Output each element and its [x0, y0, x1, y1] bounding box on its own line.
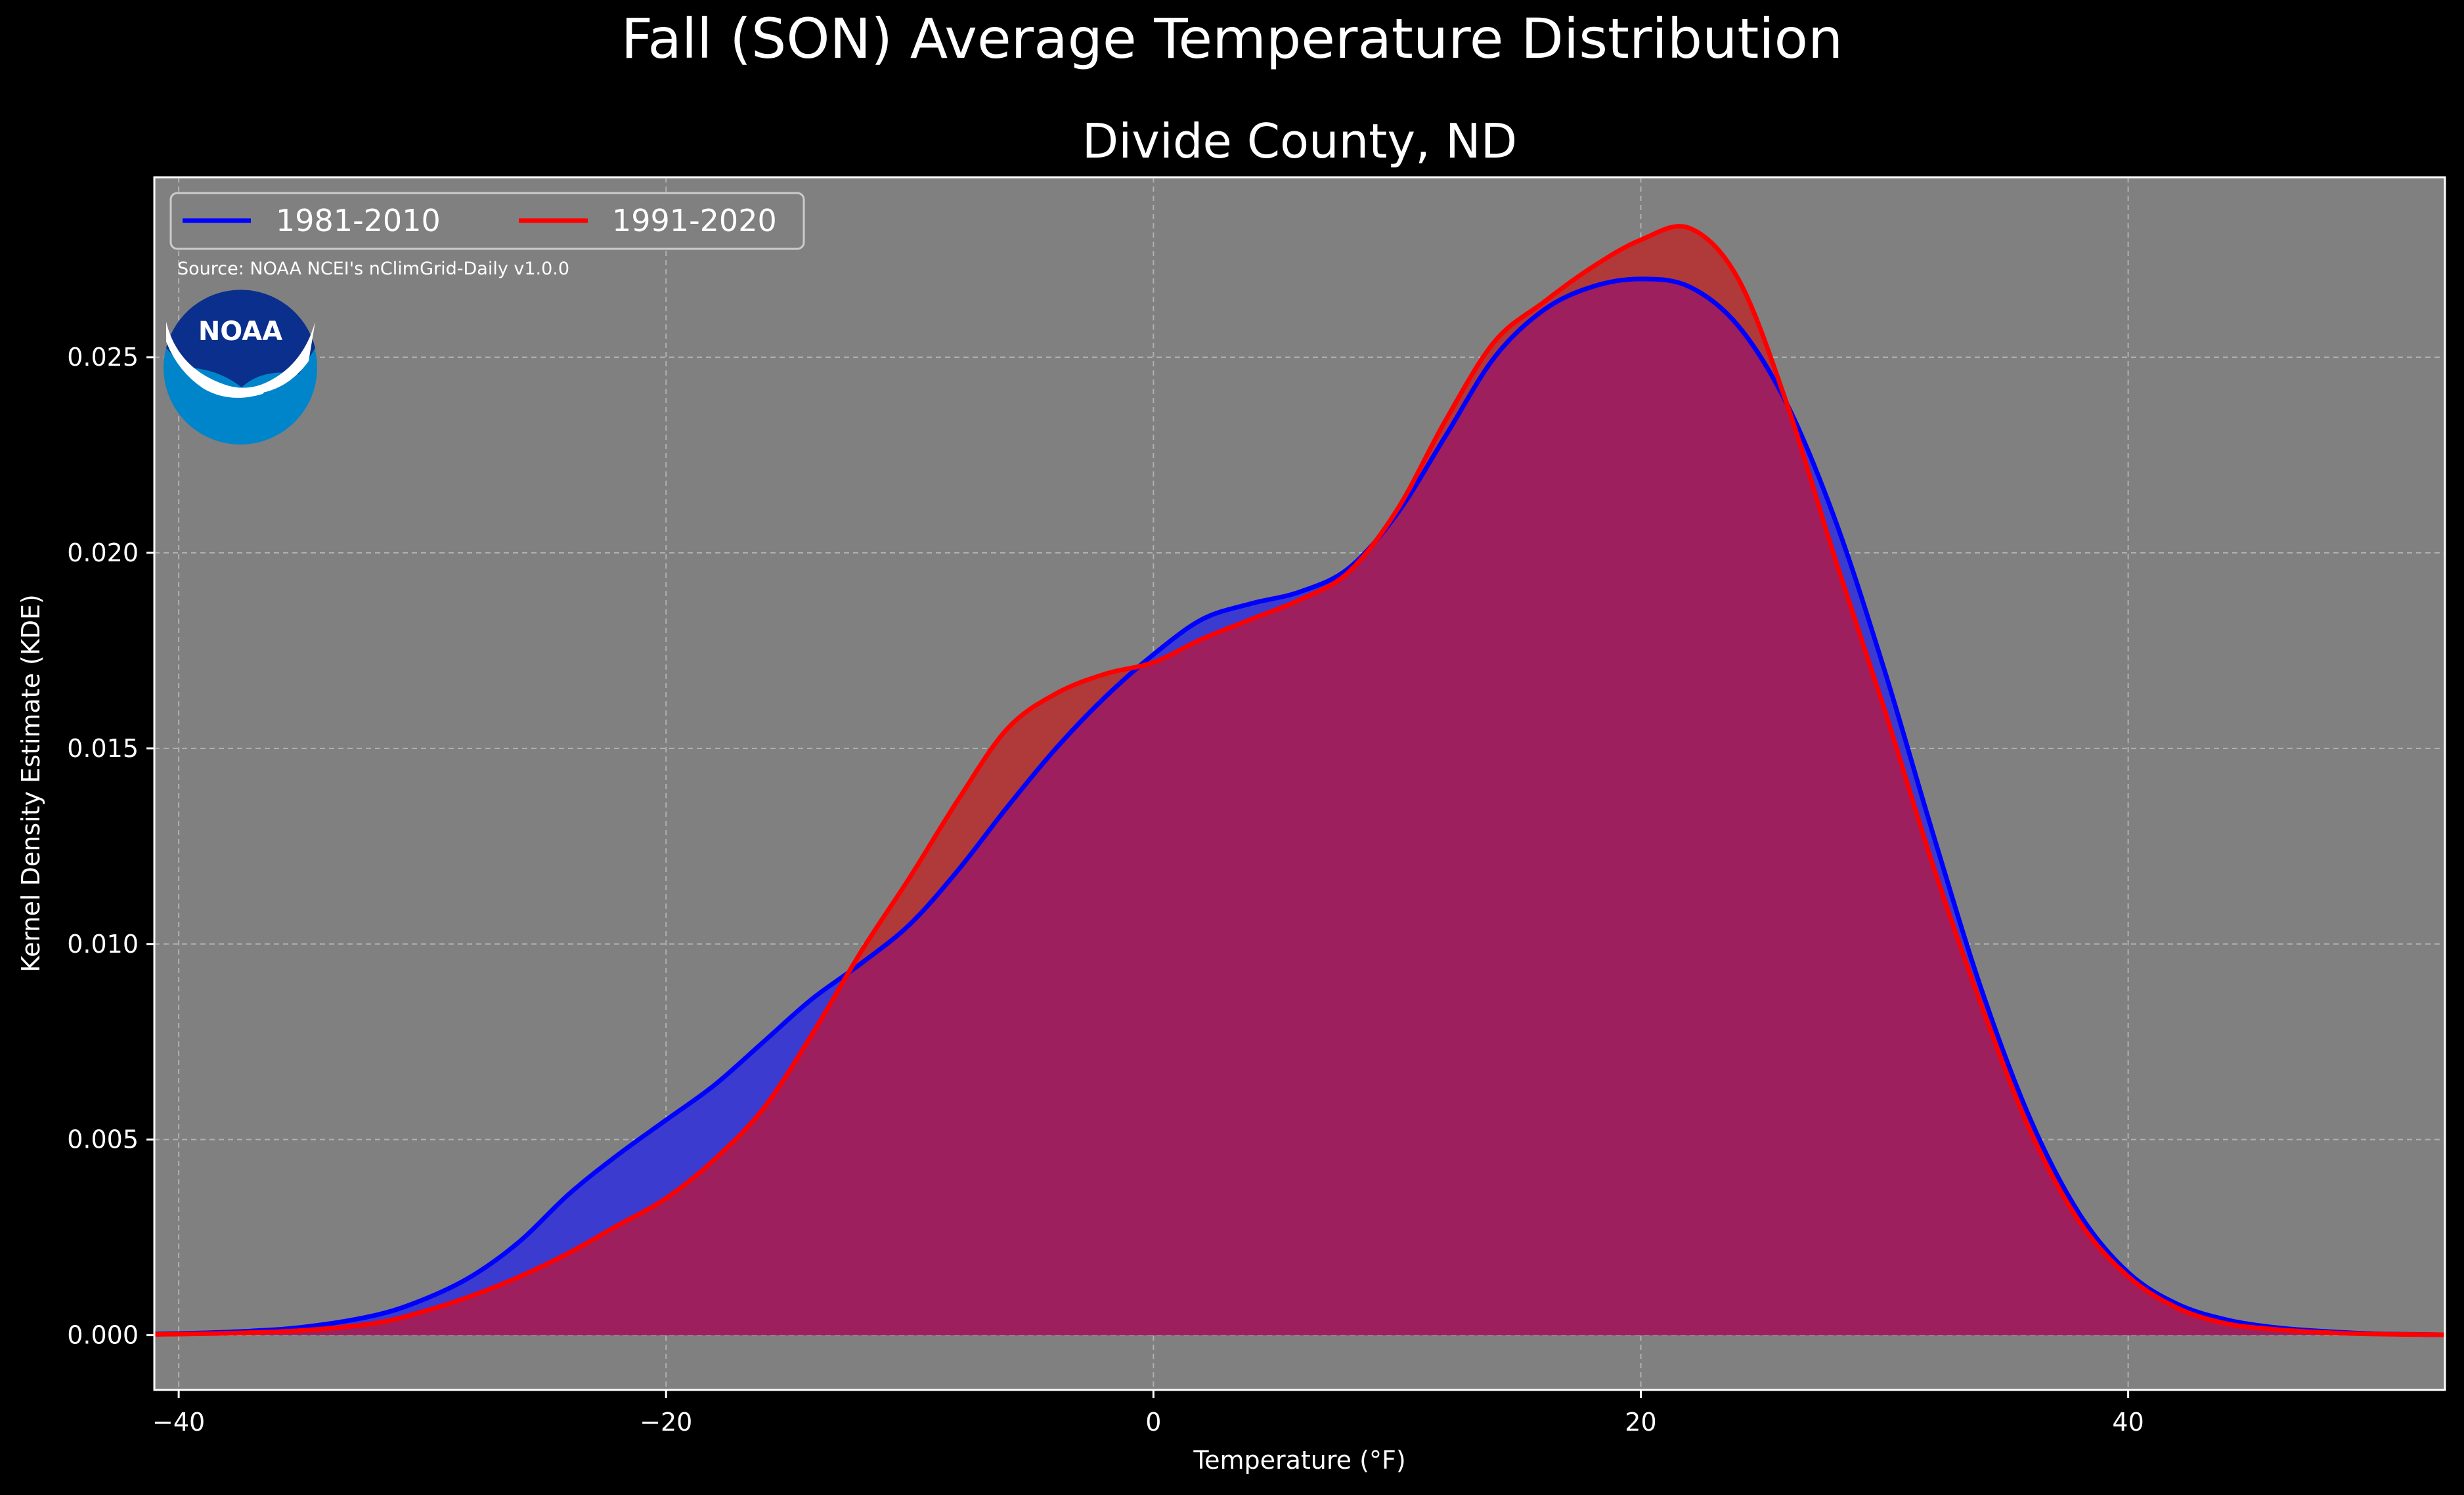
x-tick-label: −40 [152, 1408, 205, 1437]
fill-overlap [154, 278, 2445, 1335]
series-lines [154, 224, 2445, 1337]
plot-frame [153, 176, 2446, 1391]
y-axis-ticks: 0.000 0.005 0.010 0.015 0.020 0.025 [67, 343, 154, 1350]
x-axis-ticks: −40 −20 0 20 40 [152, 1390, 2144, 1437]
x-tick-label: −20 [640, 1408, 692, 1437]
chart-title: Fall (SON) Average Temperature Distribut… [621, 7, 1843, 71]
y-tick-label: 0.000 [67, 1321, 139, 1350]
y-tick-label: 0.020 [67, 538, 139, 567]
noaa-logo-text: NOAA [198, 316, 282, 347]
x-tick-label: 0 [1145, 1408, 1161, 1437]
y-axis-label: Kernel Density Estimate (KDE) [16, 594, 45, 972]
chart-subtitle: Divide County, ND [1082, 114, 1517, 169]
noaa-logo-top [166, 290, 315, 387]
x-tick-label: 20 [1625, 1408, 1656, 1437]
legend-label-1991-2020: 1991-2020 [612, 203, 777, 238]
noaa-logo: NOAA [164, 290, 317, 444]
legend: 1981-2010 1991-2020 [169, 192, 805, 250]
source-annotation: Source: NOAA NCEI's nClimGrid-Daily v1.0… [177, 259, 569, 279]
series-fills [154, 226, 2445, 1335]
series-line-1991-2020 [154, 224, 2445, 1337]
y-tick-label: 0.005 [67, 1125, 139, 1154]
x-axis-label: Temperature (°F) [1193, 1446, 1405, 1475]
y-tick-label: 0.010 [67, 930, 139, 959]
y-tick-label: 0.015 [67, 734, 139, 763]
noaa-logo-gull-left [166, 322, 276, 398]
x-tick-label: 40 [2112, 1408, 2144, 1437]
y-tick-label: 0.025 [67, 343, 139, 372]
legend-box [169, 192, 805, 250]
noaa-logo-gull-right [240, 322, 315, 395]
legend-label-1981-2010: 1981-2010 [276, 203, 441, 238]
